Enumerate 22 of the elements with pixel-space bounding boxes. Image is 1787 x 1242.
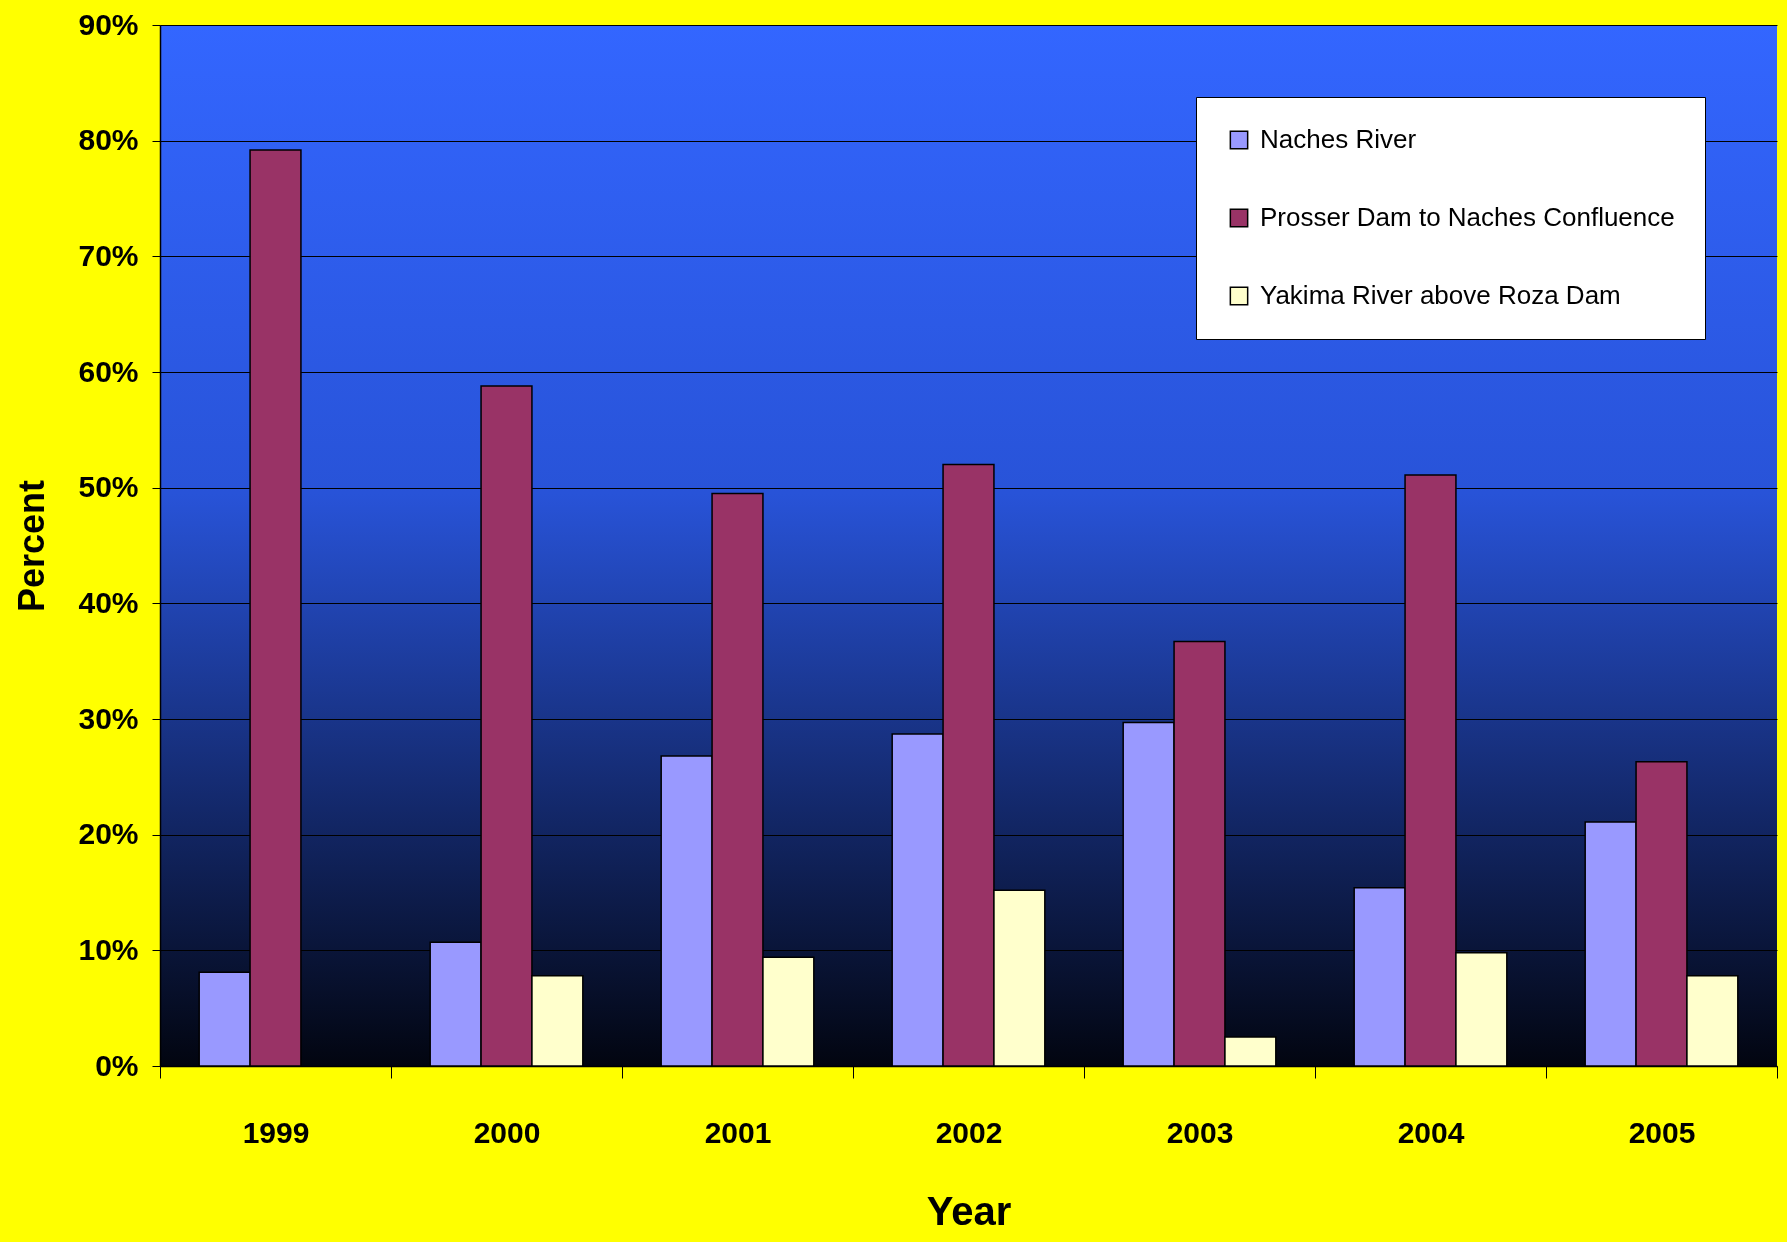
y-tick-label: 10% xyxy=(78,932,139,966)
y-tick-label: 70% xyxy=(78,238,139,272)
legend-label: Yakima River above Roza Dam xyxy=(1260,280,1621,310)
y-tick-label: 60% xyxy=(78,354,139,388)
x-tick-label: 2004 xyxy=(1397,1115,1465,1149)
legend-label: Naches River xyxy=(1260,124,1417,154)
legend-label: Prosser Dam to Naches Confluence xyxy=(1260,202,1675,232)
y-tick-label: 90% xyxy=(78,7,139,41)
x-tick-label: 1999 xyxy=(242,1115,310,1149)
x-tick-label: 2001 xyxy=(704,1115,772,1149)
y-tick-label: 40% xyxy=(78,585,139,619)
y-tick-label: 50% xyxy=(78,470,139,504)
x-tick-label: 2002 xyxy=(935,1115,1003,1149)
y-axis-title: Percent xyxy=(11,479,53,613)
y-tick-label: 80% xyxy=(78,123,139,157)
x-tick-label: 2003 xyxy=(1166,1115,1234,1149)
x-tick-label: 2000 xyxy=(473,1115,541,1149)
y-tick-label: 0% xyxy=(95,1048,139,1082)
y-tick-label: 20% xyxy=(78,817,139,851)
x-tick-label: 2005 xyxy=(1628,1115,1696,1149)
x-axis-title: Year xyxy=(926,1188,1012,1233)
y-tick-label: 30% xyxy=(78,701,139,735)
